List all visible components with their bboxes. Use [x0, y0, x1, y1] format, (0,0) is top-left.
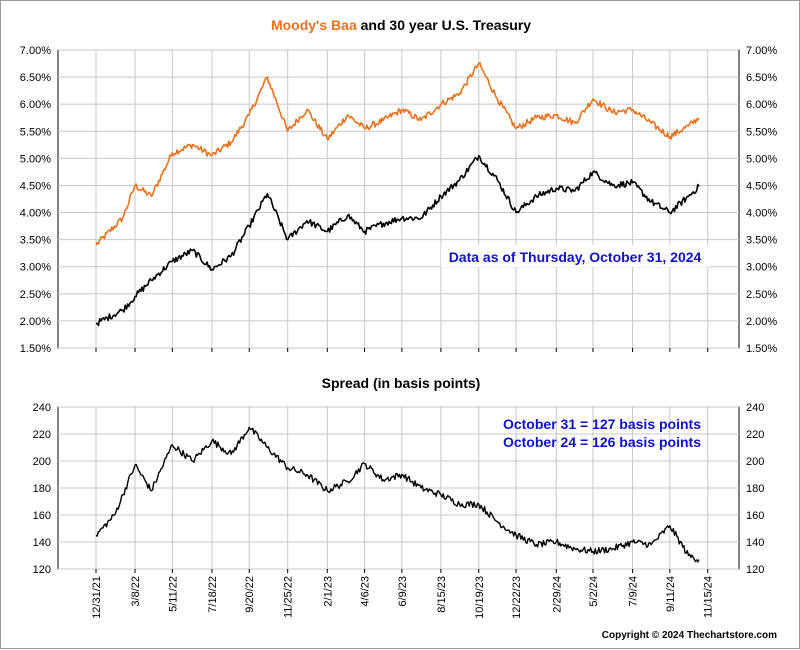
- x-tick-label: 5/11/22: [167, 576, 179, 612]
- top-y-tick-left: 6.50%: [20, 72, 51, 84]
- top-y-tick-left: 4.00%: [20, 208, 51, 220]
- top-y-tick-right: 4.50%: [746, 180, 777, 192]
- bottom-y-tick-right: 160: [746, 510, 764, 522]
- top-y-tick-left: 6.00%: [20, 99, 51, 111]
- bottom-y-tick-right: 120: [746, 564, 764, 576]
- top-y-tick-right: 3.50%: [746, 235, 777, 247]
- bottom-y-tick-left: 120: [33, 564, 51, 576]
- top-y-tick-left: 2.50%: [20, 289, 51, 301]
- x-tick-label: 7/9/24: [628, 576, 640, 607]
- top-y-tick-right: 2.00%: [746, 316, 777, 328]
- top-y-tick-left: 4.50%: [20, 180, 51, 192]
- x-tick-label: 11/15/24: [703, 576, 715, 618]
- bottom-chart-title: Spread (in basis points): [322, 375, 481, 391]
- x-tick-label: 9/11/24: [665, 576, 677, 612]
- x-tick-label: 12/22/23: [511, 576, 523, 619]
- x-tick-label: 12/31/21: [91, 576, 103, 619]
- bottom-y-tick-right: 180: [746, 483, 764, 495]
- x-tick-label: 4/6/23: [360, 576, 372, 607]
- bottom-y-tick-left: 180: [33, 483, 51, 495]
- bottom-gridlines: [58, 406, 739, 570]
- x-tick-label: 2/29/24: [551, 576, 563, 613]
- top-y-tick-right: 6.50%: [746, 72, 777, 84]
- top-plot-area: [57, 49, 740, 349]
- top-axis-ticks: 1.50% 1.50% 2.00% 2.00% 2.50% 2.50% 3.00% 3.00%…: [20, 45, 778, 355]
- top-y-tick-right: 1.50%: [746, 343, 777, 355]
- title-baa-part: Moody's Baa: [271, 17, 357, 33]
- x-axis-ticks: 12/31/21 3/8/22 5/11/22 7/18/22 9/20/22 11/25…: [91, 348, 715, 619]
- x-tick-label: 9/20/22: [244, 576, 256, 613]
- bottom-y-tick-left: 140: [33, 537, 51, 549]
- bottom-y-tick-left: 200: [33, 456, 51, 468]
- top-y-tick-left: 3.00%: [20, 262, 51, 274]
- x-tick-label: 3/8/22: [130, 576, 142, 607]
- top-annotation-bg: [441, 245, 709, 267]
- top-y-tick-left: 1.50%: [20, 343, 51, 355]
- bottom-axis-ticks: 120 120 140 140 160 160 180 180 200 200 220 220 240 2…: [33, 402, 765, 576]
- top-y-tick-right: 6.00%: [746, 99, 777, 111]
- bottom-y-tick-left: 240: [33, 402, 51, 414]
- top-y-tick-right: 4.00%: [746, 208, 777, 220]
- x-tick-label: 2/1/23: [322, 576, 334, 607]
- top-y-tick-left: 5.50%: [20, 126, 51, 138]
- bottom-y-tick-right: 240: [746, 402, 764, 414]
- top-y-tick-left: 7.00%: [20, 45, 51, 57]
- top-y-tick-right: 5.50%: [746, 126, 777, 138]
- treasury-series-line: [95, 154, 700, 327]
- top-y-tick-left: 5.00%: [20, 153, 51, 165]
- baa-series-line: [95, 61, 700, 246]
- bottom-y-tick-left: 220: [33, 429, 51, 441]
- x-tick-label: 7/18/22: [207, 576, 219, 613]
- spread-annotation-latest: October 31 = 127 basis points: [503, 416, 701, 432]
- x-tick-label: 11/25/22: [283, 576, 295, 618]
- spread-series-line: [95, 426, 700, 563]
- top-y-tick-right: 3.00%: [746, 262, 777, 274]
- bottom-y-tick-right: 220: [746, 429, 764, 441]
- spread-annotation-previous: October 24 = 126 basis points: [503, 434, 701, 450]
- top-y-tick-left: 2.00%: [20, 316, 51, 328]
- data-date-annotation: Data as of Thursday, October 31, 2024: [449, 249, 702, 265]
- copyright-notice: Copyright © 2024 Thechartstore.com: [602, 630, 777, 641]
- x-tick-label: 5/2/24: [588, 576, 600, 607]
- top-y-tick-right: 5.00%: [746, 153, 777, 165]
- title-treasury-part: and 30 year U.S. Treasury: [361, 17, 532, 33]
- x-tick-label: 8/15/23: [436, 576, 448, 613]
- top-y-tick-right: 2.50%: [746, 289, 777, 301]
- bottom-y-tick-right: 140: [746, 537, 764, 549]
- bottom-y-tick-left: 160: [33, 510, 51, 522]
- x-tick-label: 10/19/23: [474, 576, 486, 619]
- top-chart-title: Moody's Baa and 30 year U.S. Treasury: [271, 17, 531, 33]
- bottom-y-tick-right: 200: [746, 456, 764, 468]
- x-tick-label: 6/9/23: [397, 576, 409, 607]
- top-y-tick-left: 3.50%: [20, 235, 51, 247]
- series-lines: [95, 61, 700, 563]
- top-y-tick-right: 7.00%: [746, 45, 777, 57]
